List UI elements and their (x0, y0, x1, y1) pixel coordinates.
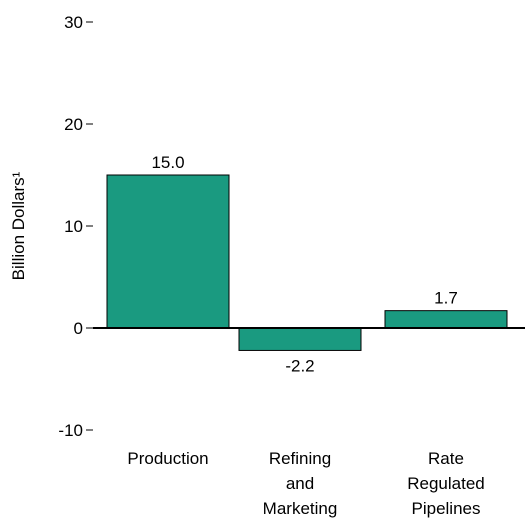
category-label: Production (127, 449, 208, 468)
category-label: Rate Regulated Pipelines (407, 449, 485, 518)
y-tick-label: 20 (64, 115, 83, 134)
bar (107, 175, 229, 328)
bar-value-label: -2.2 (285, 356, 314, 375)
y-tick-label: -10 (58, 421, 83, 440)
y-tick-label: 0 (74, 319, 83, 338)
bar (385, 311, 507, 328)
category-label: Refining and Marketing (263, 449, 338, 518)
y-tick-label: 30 (64, 13, 83, 32)
y-axis: -10 0 10 20 30 (58, 13, 93, 440)
bars (107, 175, 507, 350)
bar-value-label: 1.7 (434, 289, 458, 308)
bar (239, 328, 361, 350)
bar-value-label: 15.0 (151, 153, 184, 172)
y-axis-label: Billion Dollars¹ (9, 171, 28, 280)
y-tick-label: 10 (64, 217, 83, 236)
x-axis-labels: Production Refining and Marketing Rate Regula… (127, 449, 484, 518)
